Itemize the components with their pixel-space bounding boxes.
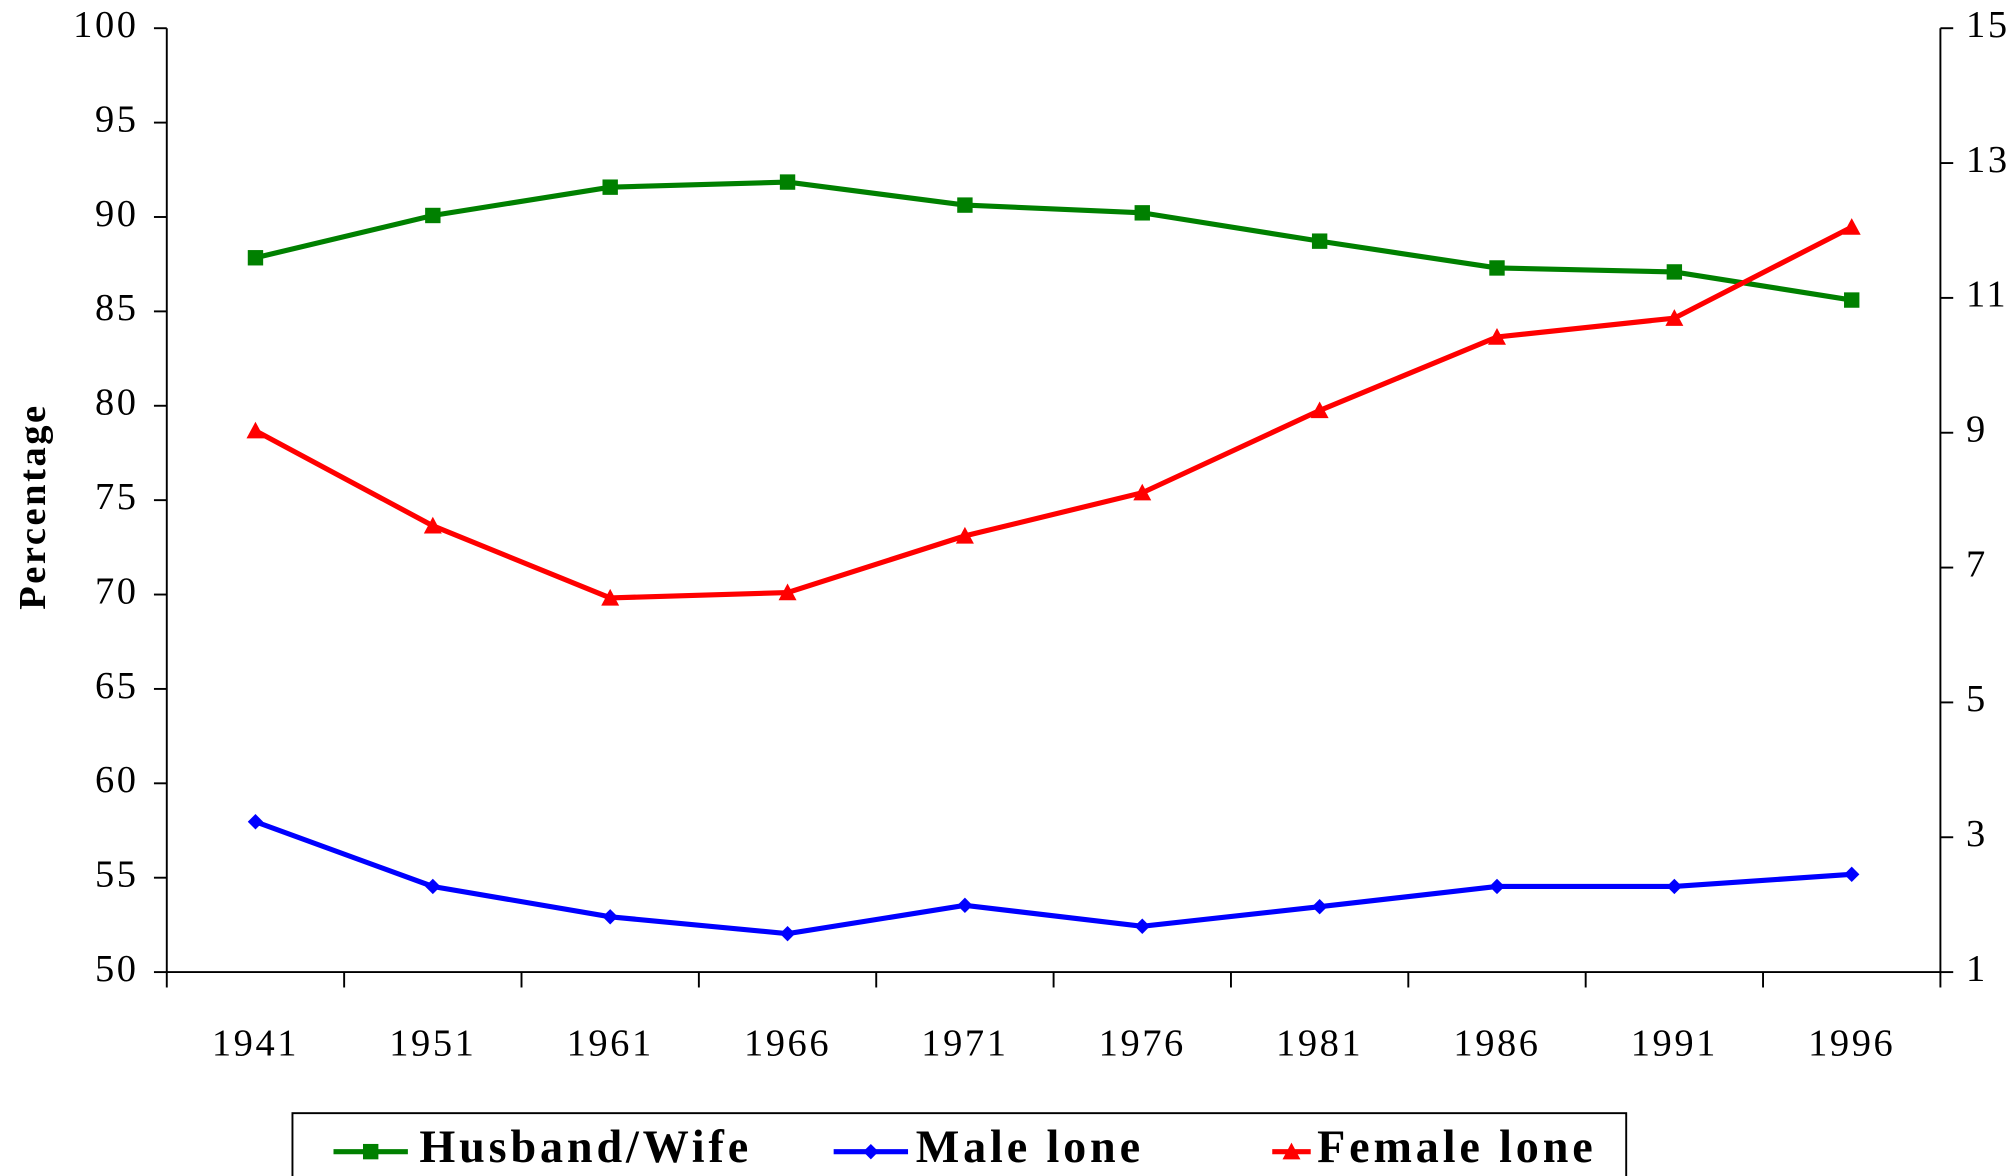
y2-tick-label: 11 xyxy=(1966,274,2008,316)
marker xyxy=(778,583,797,601)
marker xyxy=(1666,264,1683,280)
marker xyxy=(1842,218,1861,235)
y2-tick-label: 3 xyxy=(1966,813,1988,855)
y-tick-label: 50 xyxy=(95,948,139,990)
y-tick-label: 95 xyxy=(95,98,139,140)
y-tick-label: 90 xyxy=(95,193,139,235)
marker xyxy=(425,878,441,895)
x-tick-label: 1971 xyxy=(921,1022,1008,1064)
series-line xyxy=(254,179,1853,303)
marker xyxy=(1133,483,1152,501)
x-tick-label: 1996 xyxy=(1808,1022,1895,1064)
legend-label: Husband/Wife xyxy=(419,1121,752,1172)
marker xyxy=(1282,1142,1301,1160)
y-tick-label: 55 xyxy=(95,854,139,896)
series-line xyxy=(254,819,1852,937)
y2-tick-label: 15 xyxy=(1966,4,2010,46)
marker xyxy=(423,516,442,534)
marker xyxy=(1489,260,1505,276)
marker xyxy=(1311,233,1328,249)
marker xyxy=(779,174,796,190)
marker xyxy=(247,250,264,266)
legend-label: Male lone xyxy=(916,1121,1144,1172)
y2-tick-label: 5 xyxy=(1966,678,1988,720)
y-tick-label: 60 xyxy=(95,759,139,801)
marker xyxy=(1311,898,1328,915)
y-tick-label: 65 xyxy=(95,665,139,707)
marker xyxy=(1488,328,1506,345)
y-axis-label: Percentage xyxy=(12,403,54,610)
marker xyxy=(425,207,441,224)
x-tick-label: 1961 xyxy=(567,1022,654,1064)
marker xyxy=(601,588,620,606)
marker xyxy=(1665,309,1684,326)
marker xyxy=(1666,878,1683,895)
x-tick-label: 1951 xyxy=(389,1022,476,1064)
y2-tick-label: 7 xyxy=(1966,543,1988,585)
x-tick-label: 1941 xyxy=(212,1022,299,1064)
marker xyxy=(362,1143,379,1160)
marker xyxy=(957,897,973,914)
marker xyxy=(1134,918,1150,934)
y-tick-label: 80 xyxy=(95,382,139,424)
marker xyxy=(1844,292,1860,308)
legend-box xyxy=(291,1112,1628,1176)
y2-tick-label: 13 xyxy=(1966,139,2010,181)
marker xyxy=(246,421,265,439)
marker xyxy=(602,909,618,925)
y-tick-label: 75 xyxy=(95,476,139,518)
marker xyxy=(1134,205,1150,221)
y2-tick-label: 9 xyxy=(1966,409,1988,451)
marker xyxy=(1844,866,1860,883)
marker xyxy=(957,197,973,213)
marker xyxy=(863,1143,879,1160)
x-tick-label: 1986 xyxy=(1453,1022,1540,1064)
x-tick-label: 1981 xyxy=(1276,1022,1363,1064)
marker xyxy=(779,925,796,942)
marker xyxy=(955,526,974,544)
x-tick-label: 1991 xyxy=(1631,1022,1718,1064)
y-tick-label: 85 xyxy=(95,287,139,329)
marker xyxy=(1489,878,1505,895)
y-tick-label: 100 xyxy=(73,4,138,46)
marker xyxy=(602,179,618,195)
y2-tick-label: 1 xyxy=(1966,948,1988,990)
legend-label: Female lone xyxy=(1317,1121,1596,1172)
x-tick-label: 1966 xyxy=(744,1022,831,1064)
marker xyxy=(247,814,264,830)
x-tick-label: 1976 xyxy=(1099,1022,1186,1064)
series-line xyxy=(254,224,1853,601)
y-tick-label: 70 xyxy=(95,570,139,612)
marker xyxy=(1310,401,1329,419)
